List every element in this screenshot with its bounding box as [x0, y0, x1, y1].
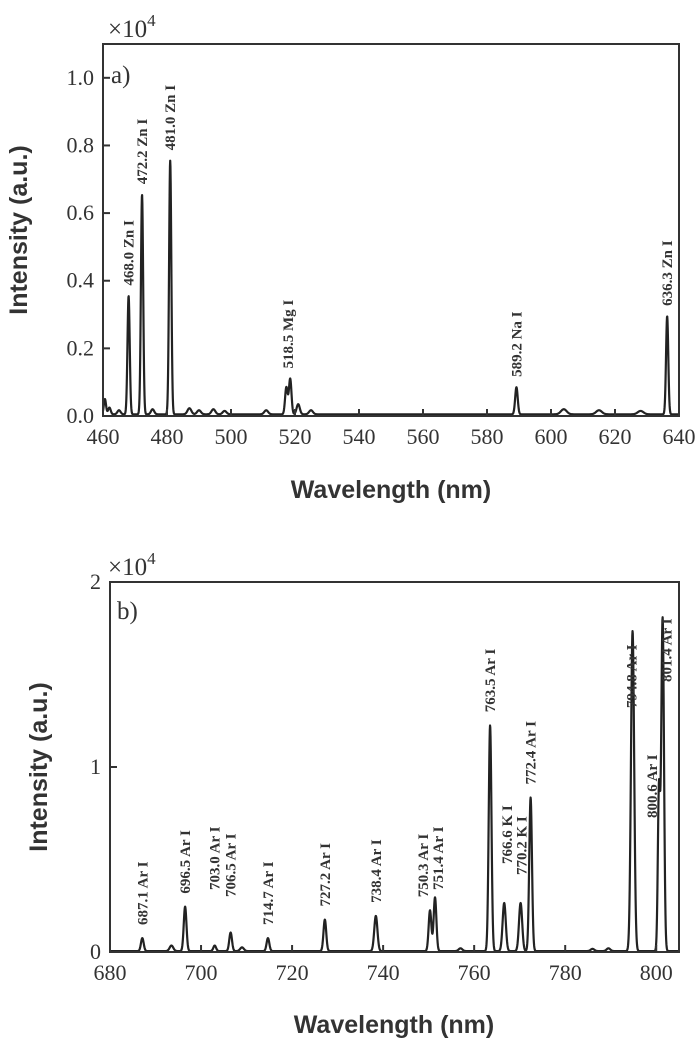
peak-label: 696.5 Ar I: [178, 830, 194, 894]
y-tick-label: 1.0: [67, 65, 95, 90]
peak-label: 751.4 Ar I: [431, 826, 447, 890]
panel-b-scale-exponent: 4: [147, 549, 156, 568]
x-tick-label: 760: [458, 960, 491, 985]
panel-b-chart: ×104 b) 680 700 720 740 760 780 800 0 1 2 687.1 A…: [25, 549, 680, 1039]
peak-label: 766.6 K I: [500, 805, 516, 864]
x-tick-label: 700: [185, 960, 218, 985]
peak-label: 801.4 Ar I: [660, 618, 676, 682]
x-tick-label: 480: [151, 424, 184, 449]
peak-label: 589.2 Na I: [509, 311, 525, 377]
peak-label: 727.2 Ar I: [318, 843, 334, 907]
peak-label: 770.2 K I: [515, 816, 531, 875]
y-tick-label: 0.8: [67, 132, 95, 157]
panel-b-plot-frame: [109, 581, 680, 953]
panel-a-chart: ×104 a) 460 480 500 520 540 560 580 600 620 640 0.…: [5, 11, 696, 504]
panel-b-peak-labels: 687.1 Ar I 696.5 Ar I 703.0 Ar I 706.5 Ar I…: [135, 618, 675, 925]
panel-b-label: b): [117, 598, 138, 625]
panel-a-y-axis-title: Intensity (a.u.): [5, 145, 33, 314]
peak-label: 481.0 Zn I: [163, 85, 179, 151]
peak-label: 636.3 Zn I: [660, 240, 676, 306]
panel-b-marks: [109, 616, 680, 953]
panel-a-plot-frame: [102, 43, 680, 417]
y-tick-label: 2: [90, 569, 101, 594]
peak-label: 468.0 Zn I: [122, 220, 138, 286]
panel-a-scale-label: ×104: [108, 11, 156, 43]
x-tick-label: 500: [215, 424, 248, 449]
peak-label: 738.4 Ar I: [369, 839, 385, 903]
peak-label: 763.5 Ar I: [483, 649, 499, 713]
panel-a-scale-exponent: 4: [147, 11, 156, 30]
peak-label: 750.3 Ar I: [416, 834, 432, 898]
panel-a-marks: [101, 159, 680, 416]
panel-a-spectrum-line: [101, 159, 680, 416]
x-tick-label: 720: [276, 960, 309, 985]
x-tick-label: 780: [549, 960, 582, 985]
peak-label: 687.1 Ar I: [135, 861, 151, 925]
y-tick-label: 0: [90, 939, 101, 964]
x-tick-label: 600: [535, 424, 568, 449]
y-tick-label: 0.6: [67, 200, 95, 225]
panel-b-y-axis-title: Intensity (a.u.): [25, 682, 53, 851]
panel-b-x-axis-title: Wavelength (nm): [294, 1011, 494, 1039]
panel-a-x-axis-title: Wavelength (nm): [291, 476, 491, 504]
x-tick-label: 560: [407, 424, 440, 449]
peak-label: 772.4 Ar I: [524, 721, 540, 785]
peak-label: 714.7 Ar I: [261, 861, 277, 925]
y-tick-label: 0.2: [67, 335, 95, 360]
x-tick-label: 640: [663, 424, 696, 449]
y-tick-label: 0.4: [67, 268, 95, 293]
x-tick-label: 620: [599, 424, 632, 449]
x-tick-label: 460: [87, 424, 120, 449]
panel-a-ticks: 460 480 500 520 540 560 580 600 620 640 0.0 0.2 0.4 0…: [67, 65, 696, 449]
panel-b-ticks: 680 700 720 740 760 780 800 0 1 2: [90, 569, 673, 985]
peak-label: 472.2 Zn I: [135, 119, 151, 185]
peak-label: 800.6 Ar I: [645, 754, 661, 818]
x-tick-label: 680: [94, 960, 127, 985]
peak-label: 794.8 Ar I: [625, 644, 641, 708]
panel-b-spectrum-line: [109, 616, 680, 953]
panel-b-scale-label: ×104: [108, 549, 156, 581]
peak-label: 706.5 Ar I: [224, 833, 240, 897]
y-tick-label: 1: [90, 754, 101, 779]
peak-label: 703.0 Ar I: [208, 826, 224, 890]
peak-label: 518.5 Mg I: [281, 300, 297, 369]
x-tick-label: 540: [343, 424, 376, 449]
x-tick-label: 520: [279, 424, 312, 449]
panel-a-label: a): [111, 62, 130, 89]
x-tick-label: 800: [640, 960, 673, 985]
panel-a-peak-labels: 468.0 Zn I 472.2 Zn I 481.0 Zn I 518.5 Mg I…: [122, 85, 677, 377]
y-tick-label: 0.0: [67, 403, 95, 428]
x-tick-label: 740: [367, 960, 400, 985]
x-tick-label: 580: [471, 424, 504, 449]
